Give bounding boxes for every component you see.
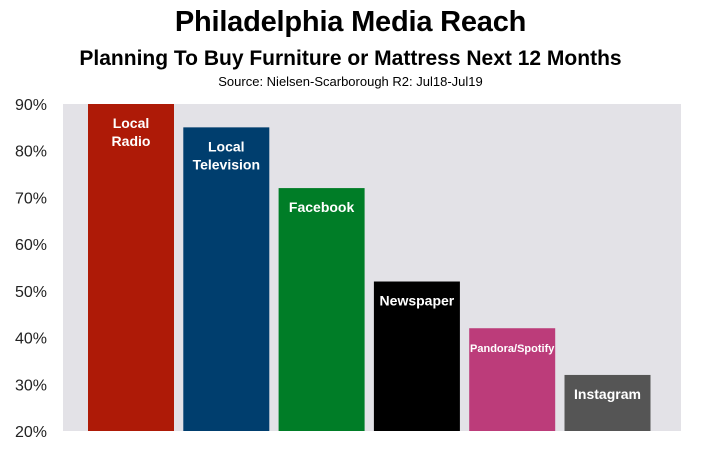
bar-label: Facebook — [289, 199, 355, 215]
bar — [278, 188, 365, 431]
bar-label: Television — [193, 156, 260, 172]
bar — [88, 104, 174, 431]
bar-label: Local — [113, 115, 150, 131]
y-tick-label: 20% — [15, 424, 47, 441]
y-tick-label: 30% — [15, 377, 47, 394]
bar-label: Pandora/Spotify — [470, 343, 555, 355]
chart-source: Source: Nielsen-Scarborough R2: Jul18-Ju… — [218, 74, 483, 89]
bar-label: Newspaper — [380, 293, 455, 309]
y-tick-label: 50% — [15, 284, 47, 301]
bar — [373, 281, 460, 431]
bar-label: Local — [208, 138, 245, 154]
y-tick-label: 80% — [15, 144, 47, 161]
bar-label: Instagram — [574, 386, 641, 402]
bar — [564, 374, 651, 431]
y-tick-label: 90% — [15, 97, 47, 114]
bar-label: Radio — [112, 133, 151, 149]
bar — [183, 127, 270, 431]
y-tick-label: 70% — [15, 190, 47, 207]
y-tick-label: 40% — [15, 331, 47, 348]
chart-title: Philadelphia Media Reach — [174, 6, 527, 38]
chart-subtitle: Planning To Buy Furniture or Mattress Ne… — [79, 47, 622, 70]
bar — [469, 328, 556, 431]
y-tick-label: 60% — [15, 237, 47, 254]
